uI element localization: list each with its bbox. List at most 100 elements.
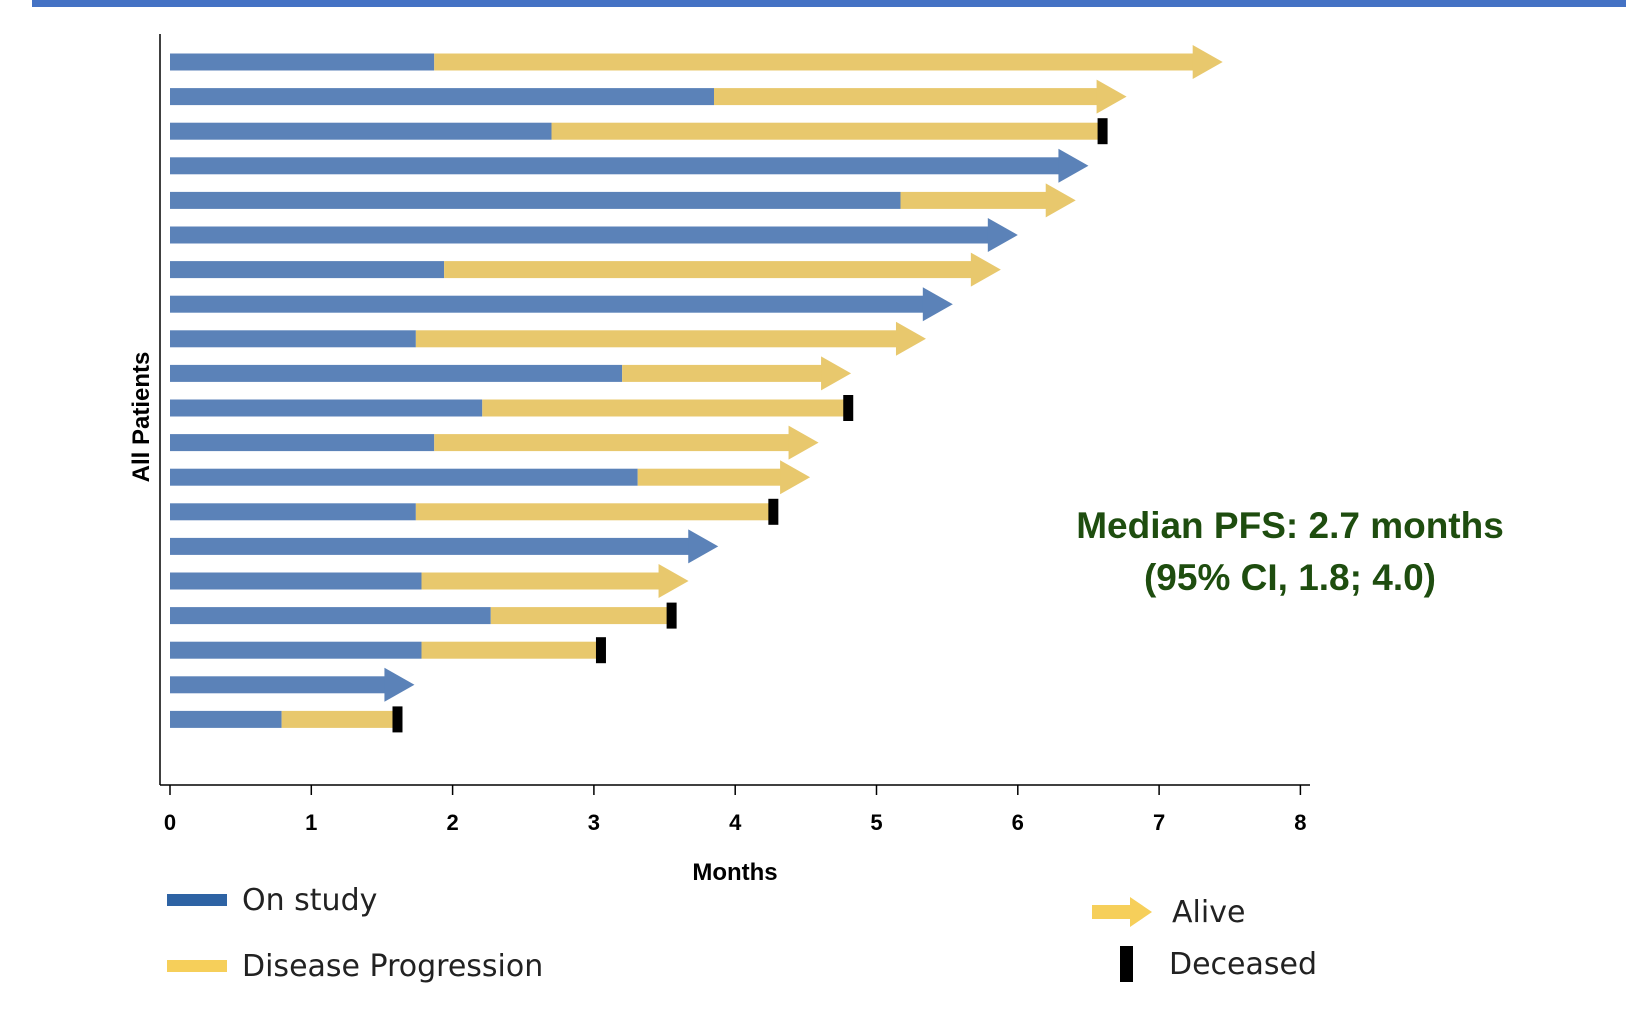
alive-arrowhead [922,287,953,322]
patient-row [170,637,606,664]
alive-arrowhead [895,321,926,356]
on-study-bar [170,676,386,694]
alive-arrowhead [1096,79,1127,114]
patient-row [170,460,811,495]
progression-bar [415,503,774,521]
patient-row [170,564,689,598]
on-study-bar [170,261,445,279]
x-tick-label: 0 [164,810,176,835]
legend-on-study-swatch [167,894,227,906]
progression-bar [281,710,398,728]
median-pfs-annotation: Median PFS: 2.7 months (95% CI, 1.8; 4.0… [1040,500,1540,604]
annotation-line-1: Median PFS: 2.7 months [1076,505,1504,546]
progression-bar [490,607,672,625]
deceased-marker-icon [1120,946,1133,982]
progression-bar [421,572,660,590]
annotation-line-2: (95% CI, 1.8; 4.0) [1143,557,1436,598]
progression-bar [714,88,1098,106]
deceased-marker [392,706,403,733]
x-tick-label: 3 [588,810,600,835]
legend-progression-label: Disease Progression [242,948,544,984]
patient-row [170,218,1018,252]
progression-bar [482,399,849,417]
x-tick-label: 2 [446,810,458,835]
deceased-marker [1097,118,1108,145]
on-study-bar [170,191,901,209]
patient-row [170,706,403,733]
deceased-marker [666,602,677,629]
x-tick-label: 4 [729,810,742,835]
patient-row [170,395,854,421]
legend-on-study-label: On study [242,882,378,918]
deceased-marker [595,637,606,664]
x-axis-title: Months [692,859,777,886]
deceased-marker [843,395,854,421]
patient-row [170,498,779,525]
on-study-bar [170,572,422,590]
patient-row [170,321,926,356]
y-axis-title: All Patients [128,352,155,483]
progression-bar [434,53,1194,71]
on-study-bar [170,434,435,452]
patient-row [170,118,1108,145]
bars-layer [170,45,1223,733]
on-study-bar [170,157,1060,175]
on-study-bar [170,330,416,348]
on-study-bar [170,641,422,659]
progression-bar [637,468,782,486]
x-ticks: 0 1 2 3 4 5 6 7 8 [164,785,1307,835]
alive-arrowhead [1192,45,1223,79]
alive-arrowhead [1045,183,1076,218]
on-study-bar [170,88,715,106]
deceased-marker [768,498,779,525]
alive-arrow-icon [1092,897,1152,927]
on-study-bar [170,503,416,521]
legend-progression-swatch [167,960,227,972]
patient-row [170,667,415,702]
x-tick-label: 7 [1153,810,1165,835]
progression-bar [622,364,823,382]
alive-arrowhead [970,252,1001,287]
progression-bar [421,641,601,659]
on-study-bar [170,122,552,140]
progression-bar [444,261,972,279]
alive-arrowhead [788,425,819,460]
alive-arrowhead [1058,148,1089,183]
x-tick-label: 8 [1294,810,1306,835]
on-study-bar [170,710,282,728]
header-rule [32,0,1626,7]
on-study-bar [170,399,483,417]
patient-row [170,252,1001,287]
on-study-bar [170,53,435,71]
patient-row [170,287,953,322]
patient-row [170,45,1223,79]
legend-deceased: Deceased [1120,944,1317,984]
alive-arrowhead [688,529,719,564]
legend-progression: Disease Progression [167,946,543,986]
alive-arrowhead [780,460,811,495]
on-study-bar [170,364,623,382]
progression-bar [434,434,790,452]
on-study-bar [170,607,491,625]
progression-bar [415,330,897,348]
patient-row [170,602,677,629]
on-study-bar [170,295,924,313]
x-tick-label: 1 [305,810,317,835]
patient-row [170,425,819,460]
patient-row [170,356,852,391]
legend-alive: Alive [1092,892,1245,932]
alive-arrowhead [658,564,689,598]
patient-row [170,79,1127,114]
alive-arrowhead [821,356,852,391]
progression-bar [551,122,1103,140]
alive-arrowhead [384,667,415,702]
legend-deceased-label: Deceased [1169,946,1318,982]
alive-arrowhead [987,218,1018,252]
x-tick-label: 5 [870,810,882,835]
on-study-bar [170,226,989,244]
patient-row [170,529,719,564]
progression-bar [900,191,1047,209]
on-study-bar [170,537,690,555]
x-tick-label: 6 [1012,810,1024,835]
